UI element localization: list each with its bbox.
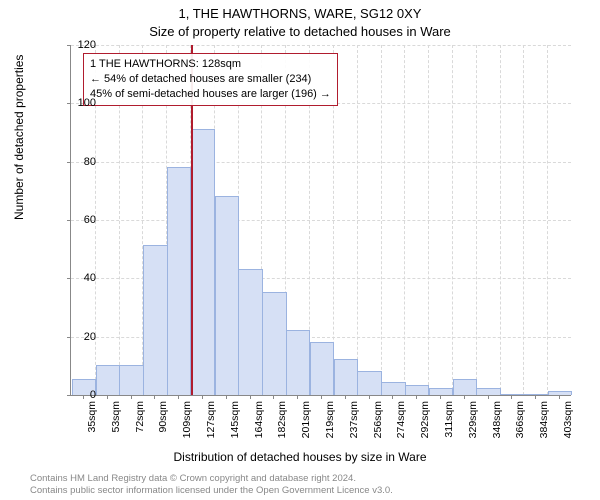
gridline-v [476, 45, 477, 395]
bar [238, 269, 262, 395]
bar [429, 388, 453, 395]
bar [310, 342, 334, 396]
chart-container: 1, THE HAWTHORNS, WARE, SG12 0XY Size of… [0, 0, 600, 500]
x-tick-mark [440, 395, 441, 399]
footer-line: Contains public sector information licen… [30, 485, 393, 496]
x-tick-mark [321, 395, 322, 399]
x-axis-label: Distribution of detached houses by size … [0, 450, 600, 464]
gridline-v [547, 45, 548, 395]
bar [357, 371, 381, 395]
x-tick-mark [345, 395, 346, 399]
gridline-v [500, 45, 501, 395]
y-tick-label: 0 [46, 389, 96, 401]
x-tick-mark [488, 395, 489, 399]
x-tick-label: 292sqm [419, 401, 431, 438]
x-tick-mark [297, 395, 298, 399]
gridline-v [381, 45, 382, 395]
x-tick-mark [202, 395, 203, 399]
bar [381, 382, 405, 395]
x-tick-label: 237sqm [348, 401, 360, 438]
gridline-v [428, 45, 429, 395]
y-axis-label: Number of detached properties [12, 55, 26, 220]
x-tick-label: 201sqm [300, 401, 312, 438]
x-tick-label: 274sqm [395, 401, 407, 438]
gridline-h [71, 162, 571, 163]
y-tick-label: 120 [46, 39, 96, 51]
footer-attribution: Contains HM Land Registry data © Crown c… [30, 473, 393, 496]
annotation-line: 45% of semi-detached houses are larger (… [90, 87, 331, 102]
x-tick-label: 384sqm [538, 401, 550, 438]
x-tick-label: 72sqm [134, 401, 146, 433]
chart-title-line1: 1, THE HAWTHORNS, WARE, SG12 0XY [0, 6, 600, 21]
x-tick-label: 164sqm [253, 401, 265, 438]
x-tick-mark [559, 395, 560, 399]
y-tick-label: 20 [46, 331, 96, 343]
y-tick-label: 60 [46, 214, 96, 226]
footer-line: Contains HM Land Registry data © Crown c… [30, 473, 393, 484]
annotation-line: ← 54% of detached houses are smaller (23… [90, 72, 331, 87]
bar [143, 245, 167, 395]
x-tick-label: 127sqm [205, 401, 217, 438]
gridline-v [523, 45, 524, 395]
x-tick-mark [273, 395, 274, 399]
x-tick-label: 329sqm [467, 401, 479, 438]
chart-title-line2: Size of property relative to detached ho… [0, 24, 600, 39]
x-tick-mark [107, 395, 108, 399]
x-tick-label: 348sqm [491, 401, 503, 438]
bar [500, 394, 524, 395]
x-tick-mark [464, 395, 465, 399]
y-tick-label: 80 [46, 156, 96, 168]
x-tick-label: 403sqm [562, 401, 574, 438]
bar [476, 388, 500, 395]
plot-area: 1 THE HAWTHORNS: 128sqm ← 54% of detache… [70, 45, 571, 396]
gridline-v [357, 45, 358, 395]
x-tick-label: 35sqm [86, 401, 98, 433]
bar [96, 365, 120, 395]
x-tick-label: 145sqm [229, 401, 241, 438]
x-tick-mark [416, 395, 417, 399]
x-tick-mark [226, 395, 227, 399]
x-tick-label: 311sqm [443, 401, 455, 438]
x-tick-mark [154, 395, 155, 399]
gridline-h [71, 45, 571, 46]
annotation-line: 1 THE HAWTHORNS: 128sqm [90, 57, 331, 72]
bar [405, 385, 429, 395]
x-tick-label: 90sqm [157, 401, 169, 433]
x-tick-label: 53sqm [110, 401, 122, 433]
x-tick-mark [369, 395, 370, 399]
x-tick-label: 256sqm [372, 401, 384, 438]
gridline-h [71, 220, 571, 221]
x-tick-mark [392, 395, 393, 399]
x-tick-mark [178, 395, 179, 399]
y-tick-label: 100 [46, 97, 96, 109]
bar [286, 330, 310, 395]
gridline-v [452, 45, 453, 395]
x-tick-label: 219sqm [324, 401, 336, 438]
bar [262, 292, 286, 395]
x-tick-label: 366sqm [514, 401, 526, 438]
gridline-v [404, 45, 405, 395]
x-tick-mark [131, 395, 132, 399]
bar [215, 196, 239, 395]
y-tick-label: 40 [46, 272, 96, 284]
x-tick-mark [511, 395, 512, 399]
x-tick-mark [250, 395, 251, 399]
bar [167, 167, 191, 396]
bar [453, 379, 477, 395]
x-tick-mark [535, 395, 536, 399]
x-tick-label: 182sqm [276, 401, 288, 438]
annotation-box: 1 THE HAWTHORNS: 128sqm ← 54% of detache… [83, 53, 338, 106]
bar [524, 394, 548, 395]
bar [191, 129, 215, 395]
bar [334, 359, 358, 395]
bar [119, 365, 143, 395]
x-tick-label: 109sqm [181, 401, 193, 438]
